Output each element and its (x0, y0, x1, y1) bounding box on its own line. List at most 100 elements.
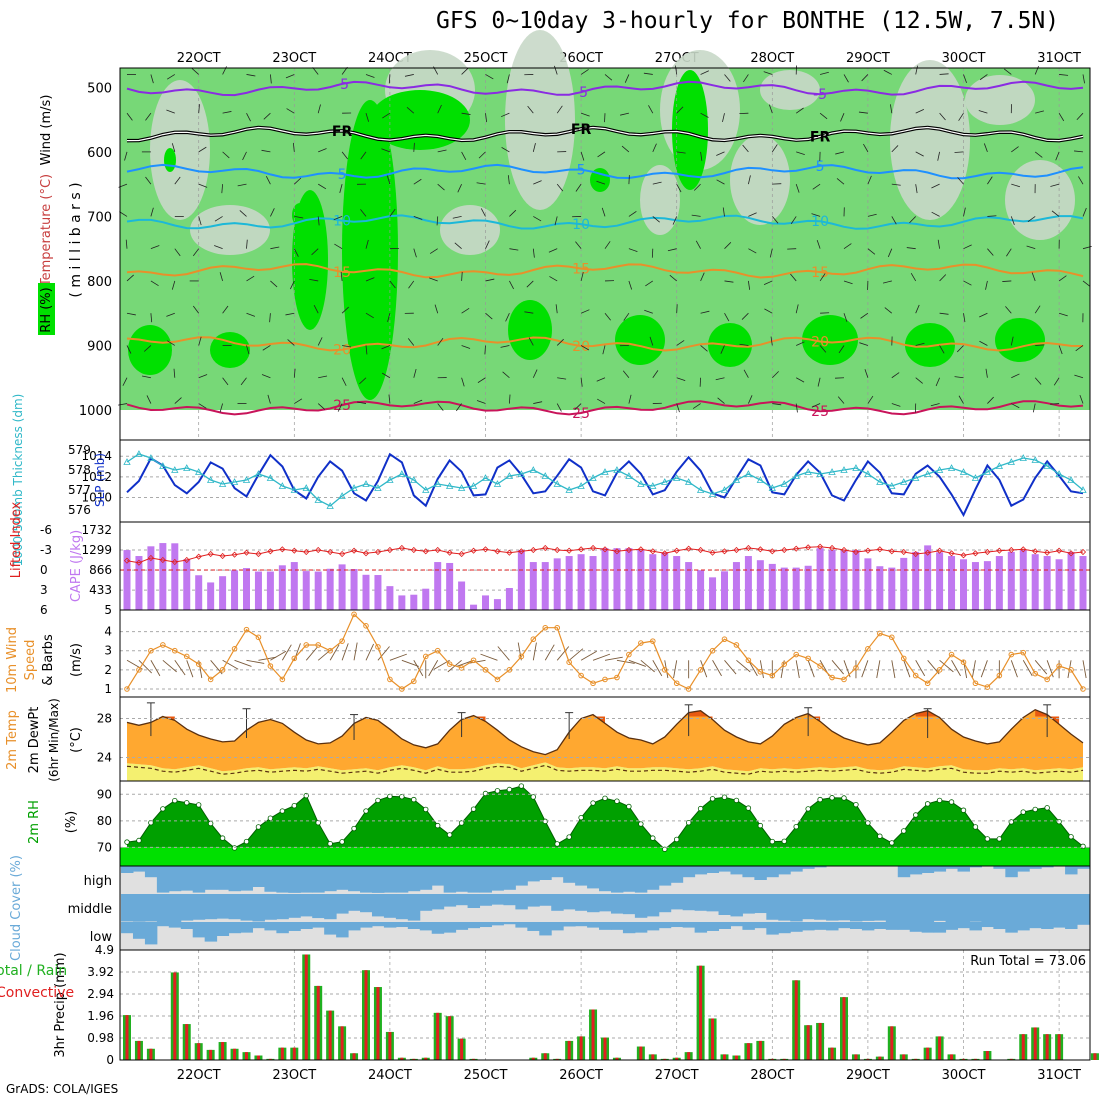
cloud-cell-low (754, 922, 767, 929)
li-marker (231, 551, 238, 558)
wind-barb-10m (876, 660, 881, 679)
cape-bar (350, 569, 358, 610)
cloud-label: Cloud Cover (%) (9, 855, 24, 961)
wind-barb (691, 214, 701, 217)
wind-barb (863, 143, 869, 153)
li-marker (566, 547, 573, 554)
wind-barb (771, 144, 778, 153)
cloud-cell-low (312, 922, 325, 928)
wind-barb-10m (831, 659, 844, 675)
credit-text: GrADS: COLA/IGES (6, 1082, 119, 1096)
precip-conv-bar (543, 1053, 547, 1060)
cloud-cell-low (443, 922, 457, 933)
wind-barb (554, 65, 558, 75)
cloud-cell-middle (563, 894, 576, 910)
wind-speed-marker (566, 659, 572, 666)
cape-bar (231, 570, 239, 610)
thickness-marker (696, 486, 705, 493)
li-marker (840, 546, 848, 554)
cape-bar (900, 557, 908, 610)
wind-barb (739, 343, 749, 346)
temperature-label: Temperature (°C) (39, 174, 54, 287)
cloud-cell-high (132, 866, 146, 872)
thickness-marker (457, 484, 466, 491)
wind-barb (837, 396, 845, 404)
cloud-cell-middle (264, 894, 277, 920)
thickness-marker (469, 482, 478, 489)
wind-speed-marker (530, 636, 537, 643)
wind-barb (173, 368, 176, 378)
moist-area (905, 323, 955, 367)
wind-barb (795, 184, 800, 193)
wind-barb-10m (861, 660, 869, 678)
cloud-cell-middle (479, 894, 492, 906)
pressure-tick: 900 (87, 339, 112, 354)
wind-barb (819, 273, 826, 282)
cloud-cell-high (933, 866, 947, 872)
rh-marker (626, 803, 632, 810)
wind-barb (317, 216, 320, 226)
wind-barb (985, 280, 988, 290)
cloud-cell-high (527, 866, 540, 882)
wind-barb (341, 306, 349, 314)
cloud-cell-high (1065, 866, 1078, 875)
wind-barb (1011, 373, 1020, 379)
cloud-cell-middle (1041, 894, 1054, 922)
cape-bar (493, 599, 501, 610)
wind-speed-marker (542, 624, 549, 631)
cape-bar (135, 556, 143, 610)
thickness-line (126, 453, 1084, 507)
cape-bar (888, 567, 896, 610)
li-marker (410, 546, 417, 554)
isotherm-label: 15 (572, 262, 590, 278)
wind-barb (506, 74, 510, 84)
wind-barb (548, 248, 558, 253)
wind-barb-10m (413, 660, 424, 677)
wind-speed-marker (841, 676, 847, 683)
wind-barb (166, 109, 175, 114)
wind-barb (676, 106, 684, 114)
temp-label-b: 2m DewPt (27, 707, 42, 774)
thickness-marker (171, 466, 179, 473)
cloud-cell-middle (861, 894, 875, 921)
wind-barb (939, 112, 946, 121)
wind-barb-10m (389, 653, 407, 661)
wind-barb (772, 371, 779, 379)
rh-marker (530, 794, 536, 800)
temperature-area (127, 709, 1083, 772)
moist-area (210, 332, 250, 368)
cloud-cell-middle (873, 894, 887, 921)
wind-barb (1074, 374, 1084, 379)
cloud-cell-high (1077, 866, 1090, 869)
wind-barb (596, 377, 606, 382)
precip-conv-bar (531, 1057, 535, 1060)
wind-barb (1079, 394, 1084, 404)
li-marker (613, 548, 621, 555)
li-marker (303, 548, 310, 556)
wind-barb (915, 109, 925, 114)
cloud-cell-middle (622, 894, 636, 915)
thickness-marker (493, 480, 502, 487)
wind-speed-marker (518, 653, 525, 660)
wind-speed-marker (136, 667, 142, 673)
rh-low-band (120, 847, 1090, 866)
precip-conv-bar (328, 1010, 332, 1060)
li-marker (398, 544, 405, 552)
cape-bar (744, 556, 752, 610)
isotherm-label: 10 (333, 214, 351, 230)
moist-area (370, 90, 470, 150)
wind-barb (954, 151, 964, 153)
wind-barb (643, 72, 653, 75)
rh-marker (614, 798, 620, 804)
wind-barb (1058, 112, 1065, 122)
wind-barb (437, 104, 442, 114)
li-marker (888, 548, 895, 555)
li-marker (279, 546, 286, 553)
isotherm-line (126, 263, 1084, 279)
rh-marker (948, 799, 955, 805)
wind-barb (437, 337, 444, 346)
dry-area (730, 135, 790, 225)
li-marker (458, 550, 465, 558)
cape-tick: 5 (104, 603, 112, 617)
thickness-marker (350, 484, 358, 491)
